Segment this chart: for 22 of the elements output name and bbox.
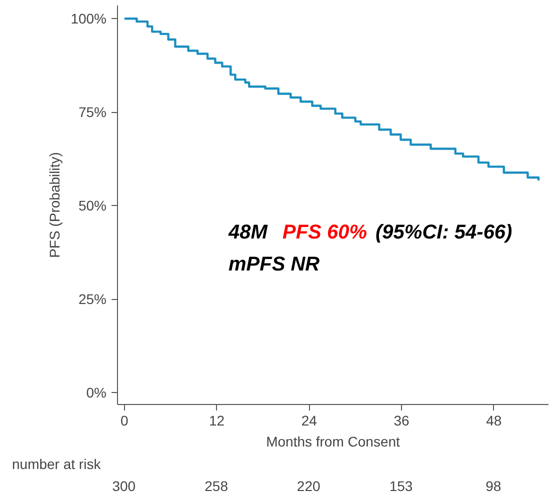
text: number at risk <box>12 455 101 474</box>
y-tick-label: 75% <box>78 104 107 120</box>
x-tick-label: 24 <box>301 412 318 428</box>
y-tick-label: 25% <box>78 291 107 308</box>
text: 258 <box>204 477 228 496</box>
x-tick-label: 36 <box>394 412 410 428</box>
text: 220 <box>296 477 320 496</box>
y-tick-label: 50% <box>78 198 107 214</box>
x-tick-label: 0 <box>120 412 129 428</box>
x-tick-label: 48 <box>486 412 502 428</box>
x-axis-title: Months from Consent <box>266 434 400 450</box>
annotation: (95%CI: 54-66) <box>376 222 513 244</box>
text: 153 <box>389 477 413 496</box>
y-tick-label: 100% <box>70 10 107 27</box>
x-tick-label: 12 <box>209 412 225 428</box>
annotation: 48M <box>228 222 269 244</box>
annotation: PFS 60% <box>282 222 368 244</box>
annotation: mPFS NR <box>228 254 320 276</box>
y-axis-title: PFS (Probability) <box>46 152 63 258</box>
text: 300 <box>112 477 136 496</box>
text: 98 <box>486 477 502 496</box>
y-tick-label: 0% <box>86 384 106 401</box>
